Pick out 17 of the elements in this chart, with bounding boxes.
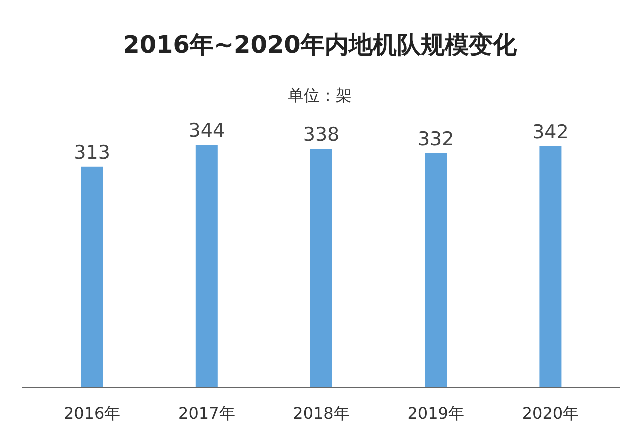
- data-label: 342: [532, 121, 569, 144]
- data-label: 344: [188, 120, 226, 142]
- bar: [81, 166, 104, 388]
- x-tick-label: 2017年: [178, 404, 236, 423]
- bar: [196, 145, 218, 388]
- bar: [425, 153, 448, 388]
- x-tick-label: 2019年: [408, 404, 464, 423]
- bar: [540, 146, 562, 388]
- data-label: 313: [74, 142, 110, 164]
- data-label: 338: [303, 124, 340, 146]
- chart-subtitle: 单位：架: [288, 86, 352, 105]
- bar: [310, 149, 332, 388]
- x-tick-label: 2018年: [293, 404, 350, 423]
- chart-title: 2016年~2020年内地机队规模变化: [123, 31, 518, 59]
- x-tick-label: 2016年: [64, 404, 121, 423]
- x-tick-label: 2020年: [522, 404, 580, 423]
- data-label: 332: [418, 128, 454, 150]
